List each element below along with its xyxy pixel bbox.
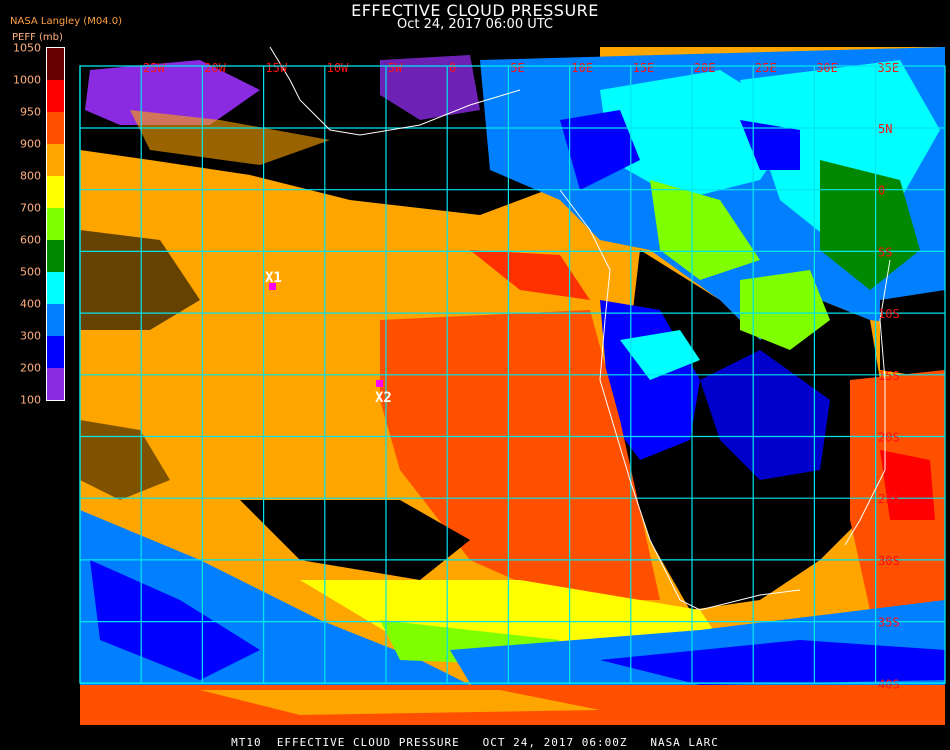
color-bar-segment: [47, 336, 64, 368]
latitude-label: 25S: [878, 492, 900, 506]
longitude-label: 0: [449, 61, 456, 75]
chart-subtitle: Oct 24, 2017 06:00 UTC: [397, 17, 553, 32]
color-bar-segment: [47, 112, 64, 144]
color-bar-tick: 300: [20, 329, 41, 343]
longitude-label: 35E: [877, 61, 899, 75]
latitude-label: 30S: [878, 554, 900, 568]
marker-x1: X1: [265, 270, 282, 290]
color-bar-tick: 800: [20, 169, 41, 183]
color-bar-tick: 1000: [13, 73, 41, 87]
color-bar-tick: 100: [20, 393, 41, 407]
color-bar-segment: [47, 208, 64, 240]
color-bar-tick: 900: [20, 137, 41, 151]
color-bar-segment: [47, 272, 64, 304]
color-bar-segment: [47, 368, 64, 400]
color-bar-segment: [47, 176, 64, 208]
marker-x2: X2: [375, 380, 392, 406]
longitude-label: 25E: [755, 61, 777, 75]
color-bar-tick: 400: [20, 297, 41, 311]
color-bar-tick: 200: [20, 361, 41, 375]
longitude-label: 5W: [388, 61, 403, 75]
longitude-label: 15W: [265, 61, 287, 75]
color-bar-tick: 600: [20, 233, 41, 247]
color-bar-segment: [47, 304, 64, 336]
satellite-imagery: [80, 47, 945, 725]
color-bar-segment: [47, 240, 64, 272]
color-bar-segment: [47, 48, 64, 80]
latitude-label: 10S: [878, 307, 900, 321]
longitude-label: 10W: [327, 61, 349, 75]
chart-title: EFFECTIVE CLOUD PRESSURE: [351, 1, 599, 20]
latitude-label: 15S: [878, 369, 900, 383]
latitude-label: 20S: [878, 431, 900, 445]
longitude-label: 10E: [571, 61, 593, 75]
color-bar-segment: [47, 144, 64, 176]
color-bar-tick: 500: [20, 265, 41, 279]
longitude-label: 25W: [143, 61, 165, 75]
marker-x1-label: X1: [265, 270, 282, 286]
color-bar-tick: 950: [20, 105, 41, 119]
latitude-label: 5S: [878, 245, 892, 259]
color-bar-tick: 700: [20, 201, 41, 215]
longitude-label: 20E: [694, 61, 716, 75]
color-bar-segment: [47, 80, 64, 112]
color-bar-tick: 1050: [13, 41, 41, 55]
footer-caption: MT10 EFFECTIVE CLOUD PRESSURE OCT 24, 20…: [231, 736, 719, 749]
longitude-label: 30E: [816, 61, 838, 75]
longitude-label: 20W: [204, 61, 226, 75]
latitude-label: 40S: [878, 677, 900, 691]
legend-unit-label: PEFF (mb): [12, 32, 63, 43]
longitude-label: 5E: [510, 61, 524, 75]
latitude-label: 0: [878, 184, 885, 198]
source-label: NASA Langley (M04.0): [10, 16, 122, 27]
latitude-label: 5N: [878, 122, 892, 136]
marker-x2-label: X2: [375, 390, 392, 406]
coastline: [269, 46, 891, 611]
latitude-label: 35S: [878, 616, 900, 630]
longitude-label: 15E: [633, 61, 655, 75]
color-bar: [46, 47, 65, 401]
